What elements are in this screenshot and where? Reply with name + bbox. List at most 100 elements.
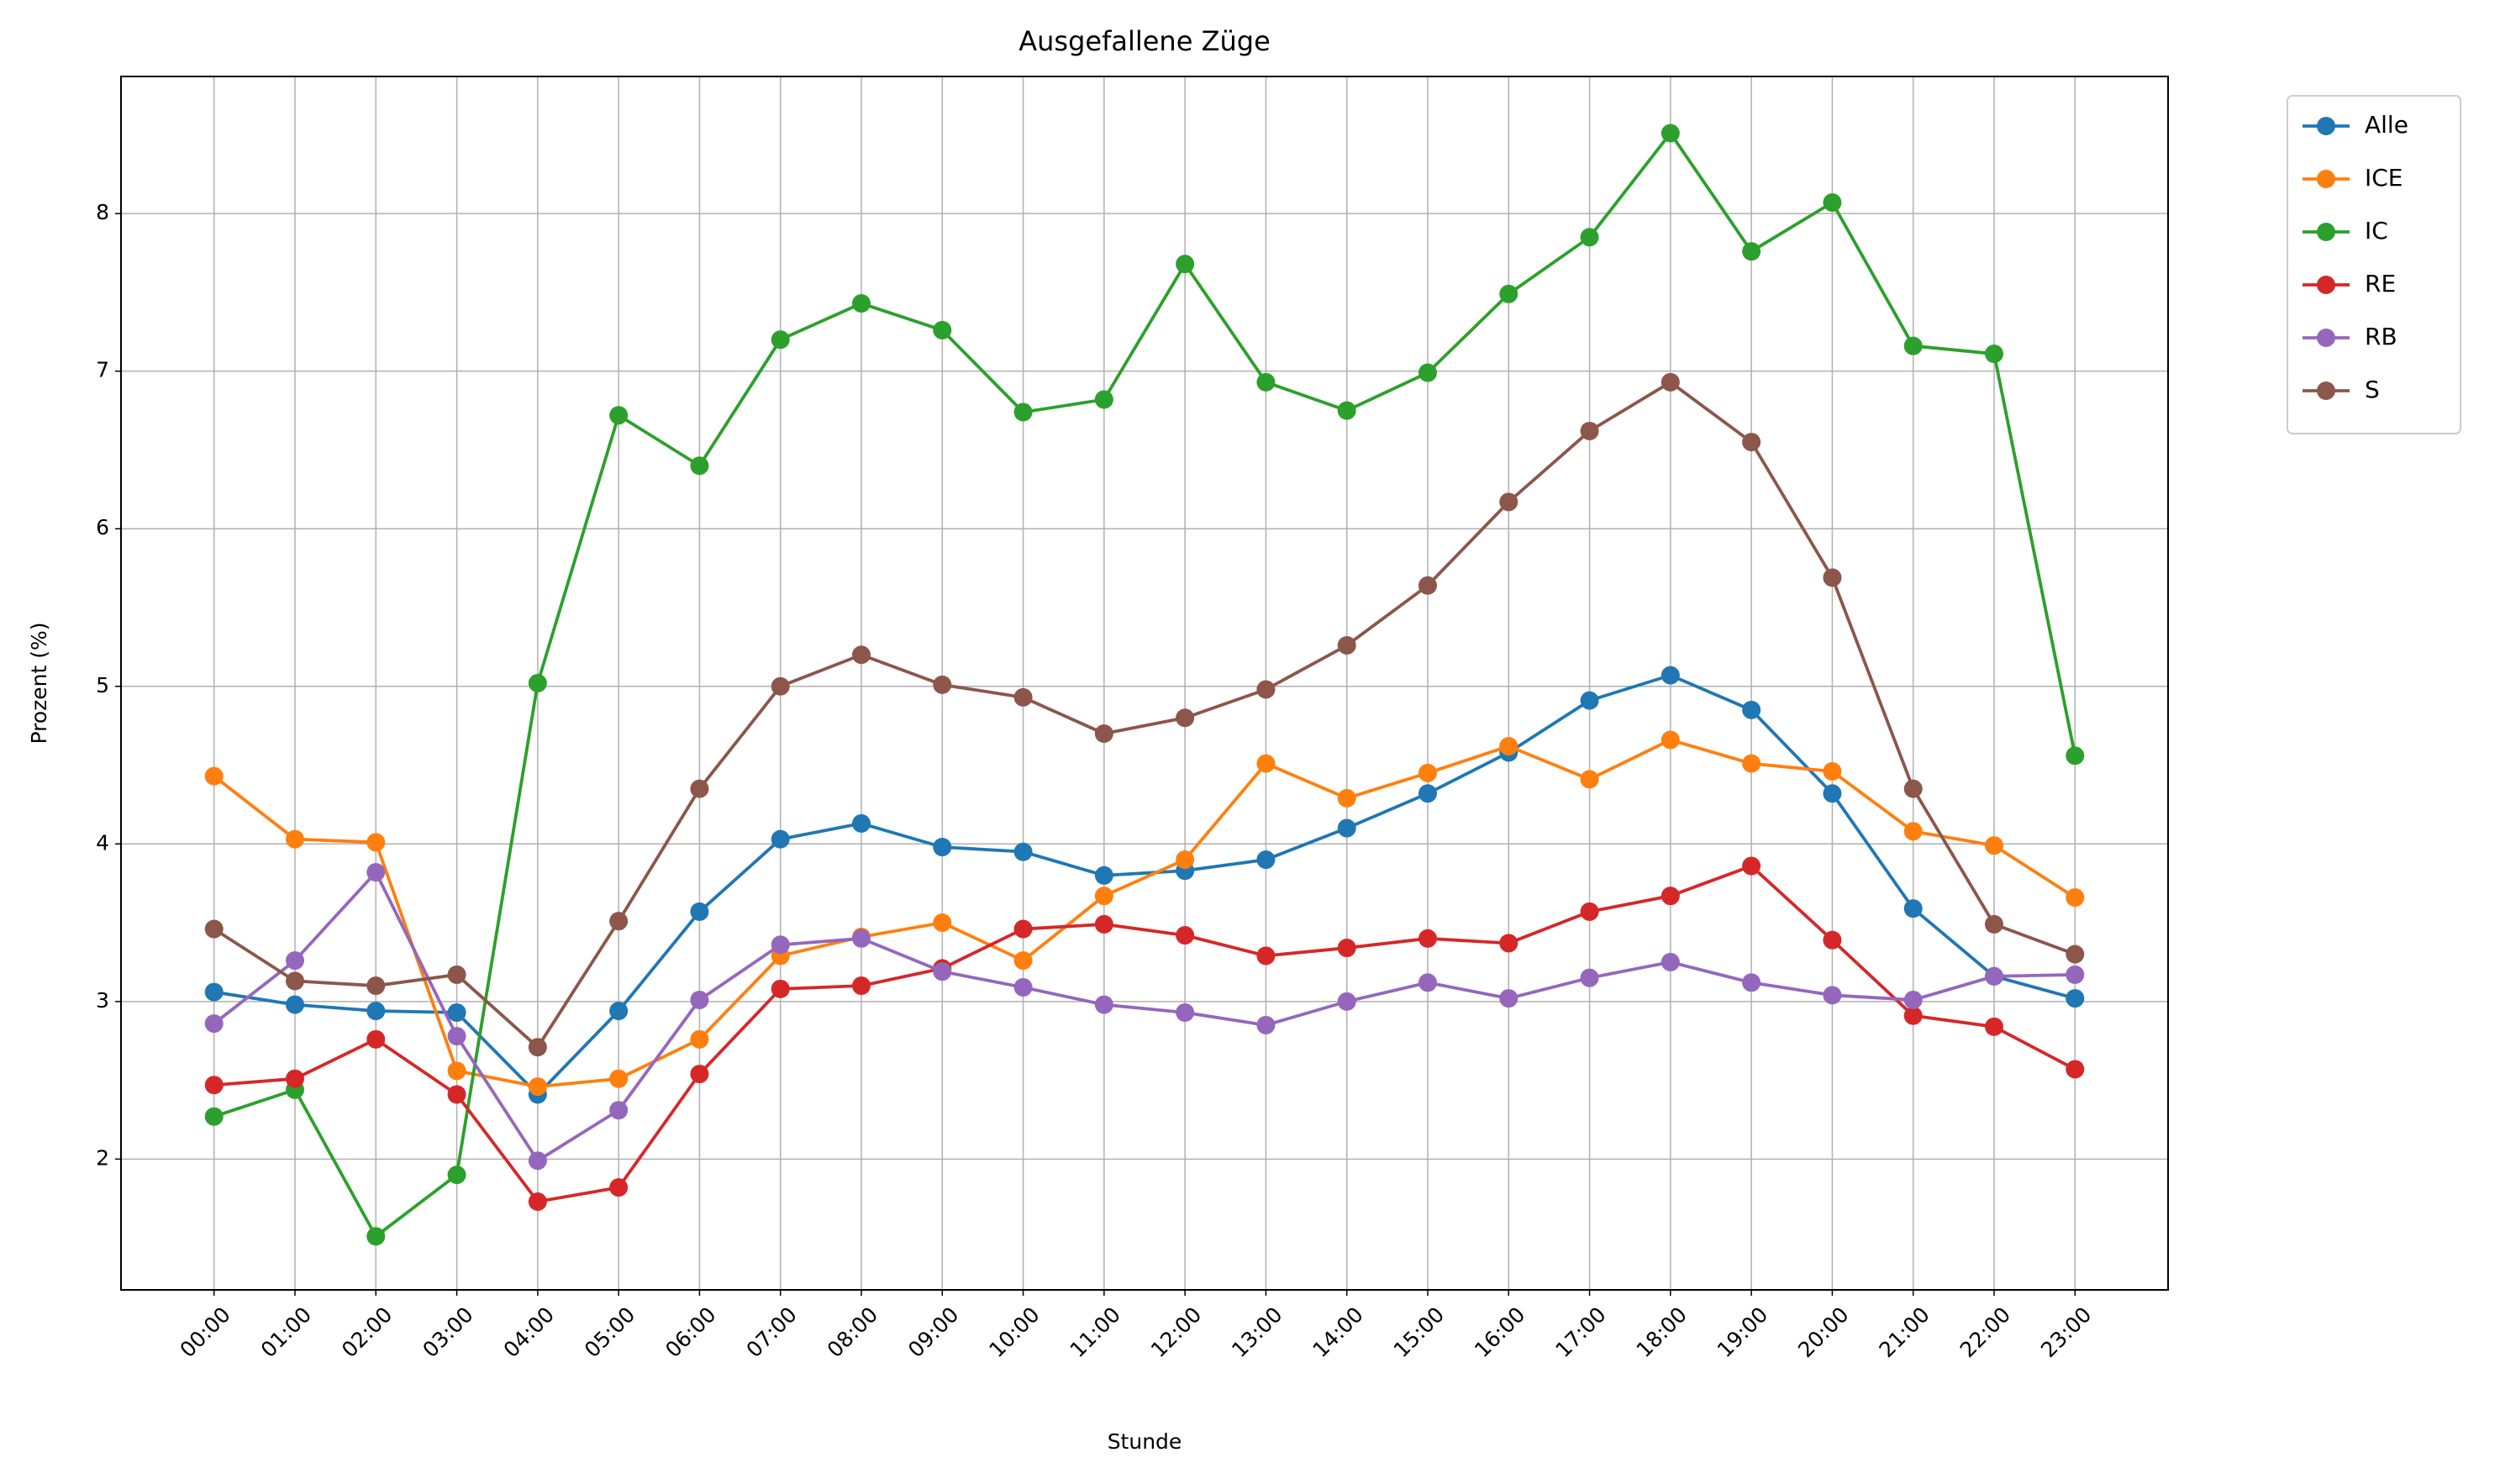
x-tick-label: 22:00 [1955, 1302, 2015, 1362]
data-point [447, 1085, 466, 1104]
data-point [1013, 403, 1033, 422]
data-point [447, 1002, 466, 1022]
data-point [286, 829, 305, 849]
data-point [528, 674, 547, 692]
x-tick-label: 19:00 [1713, 1302, 1772, 1362]
data-point [1094, 887, 1113, 906]
data-point [1013, 977, 1033, 997]
data-point [1337, 788, 1356, 808]
data-point [1742, 700, 1761, 719]
data-point [1580, 902, 1599, 921]
y-tick-label: 2 [96, 1145, 109, 1170]
data-point [690, 1065, 709, 1084]
data-point [204, 766, 224, 786]
data-point [1176, 850, 1195, 870]
data-point [204, 919, 224, 939]
data-point [1094, 995, 1113, 1014]
data-point [1013, 919, 1033, 939]
data-point [1337, 992, 1356, 1011]
data-point [1823, 930, 1842, 950]
data-point [1742, 973, 1761, 992]
data-point [1984, 345, 2003, 364]
data-point [690, 456, 709, 476]
data-point [1661, 666, 1680, 685]
data-point [933, 838, 952, 857]
data-point [528, 1151, 547, 1171]
legend-label: S [2365, 376, 2380, 403]
data-point [1661, 887, 1680, 906]
data-point [204, 982, 224, 1002]
data-point [1176, 255, 1195, 274]
data-point [933, 962, 952, 981]
data-point [1742, 856, 1761, 876]
data-point [2066, 945, 2085, 964]
data-point [1903, 336, 1923, 355]
data-point [852, 929, 871, 948]
data-point [1094, 390, 1113, 409]
y-tick-label: 7 [96, 358, 109, 382]
x-tick-label: 05:00 [580, 1302, 639, 1362]
y-tick-label: 3 [96, 988, 109, 1013]
data-point [1094, 866, 1113, 885]
data-point [1094, 724, 1113, 744]
legend-marker [2317, 223, 2335, 241]
data-point [1256, 754, 1276, 773]
data-point [690, 990, 709, 1009]
data-point [1580, 228, 1599, 247]
data-point [2066, 989, 2085, 1008]
legend-label: IC [2365, 217, 2388, 245]
data-point [2066, 1060, 2085, 1079]
series-line [213, 869, 2076, 1163]
data-point [366, 1002, 386, 1021]
data-point [447, 1061, 466, 1081]
data-point [528, 1038, 547, 1057]
data-point [1418, 784, 1437, 803]
data-point [1823, 568, 1842, 587]
x-tick-label: 17:00 [1550, 1302, 1610, 1362]
data-point [1094, 914, 1113, 934]
data-point [1176, 708, 1195, 728]
series-line [213, 130, 2077, 1239]
data-point [1903, 822, 1923, 841]
data-point [204, 1107, 224, 1126]
data-point [447, 1166, 466, 1185]
data-point [771, 829, 790, 849]
data-point [1984, 914, 2003, 934]
x-tick-label: 23:00 [2036, 1302, 2096, 1362]
x-tick-label: 14:00 [1308, 1302, 1367, 1362]
legend-label: RB [2365, 323, 2397, 350]
data-point [1903, 779, 1923, 798]
legend-marker [2317, 276, 2335, 294]
data-point [1256, 946, 1276, 966]
x-tick-label: 15:00 [1389, 1302, 1449, 1362]
x-axis-label: Stunde [1108, 1429, 1182, 1454]
data-point [1661, 730, 1680, 750]
data-point [1580, 691, 1599, 710]
data-point [1499, 989, 1518, 1008]
data-point [771, 935, 790, 955]
y-tick-label: 6 [96, 515, 109, 539]
data-point [933, 675, 952, 694]
data-point [1580, 968, 1599, 987]
data-point [690, 1029, 709, 1049]
x-tick-label: 18:00 [1632, 1302, 1692, 1362]
data-point [1661, 372, 1680, 392]
data-point [1256, 850, 1276, 870]
data-point [286, 1069, 305, 1088]
data-point [1823, 784, 1842, 803]
data-point [1337, 818, 1356, 838]
data-point [2066, 965, 2085, 984]
data-point [1903, 1006, 1923, 1025]
legend-label: Alle [2365, 111, 2408, 139]
chart-title: Ausgefallene Züge [1018, 25, 1271, 57]
x-tick-label: 09:00 [903, 1302, 963, 1362]
y-tick-label: 4 [96, 830, 109, 855]
data-point [1013, 842, 1033, 861]
data-point [771, 676, 790, 696]
data-point [1256, 372, 1276, 392]
data-point [1013, 951, 1033, 971]
legend-marker [2317, 382, 2335, 400]
x-tick-label: 08:00 [823, 1302, 882, 1362]
data-point [1742, 433, 1761, 452]
